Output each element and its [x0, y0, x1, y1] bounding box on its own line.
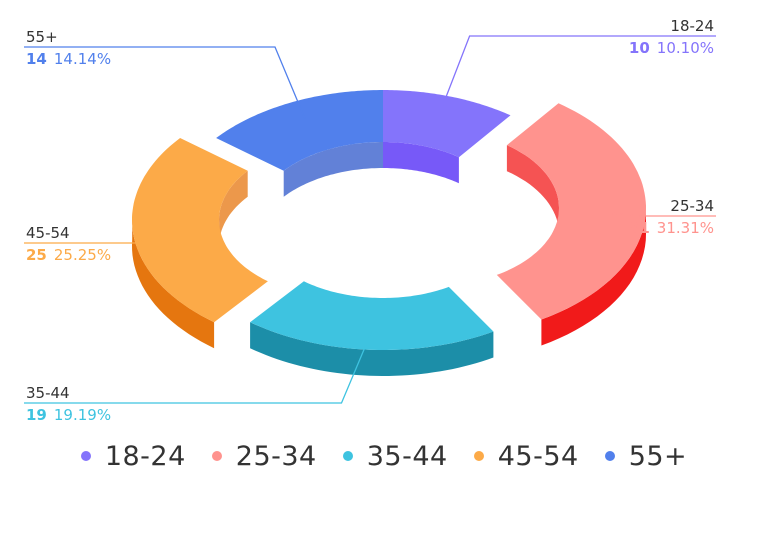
legend-marker	[80, 451, 91, 461]
slice-18-24[interactable]	[383, 90, 511, 158]
slice-label-name: 18-24	[670, 17, 714, 35]
slice-percent: 19.19%	[54, 406, 111, 424]
slice-percent: 14.14%	[54, 50, 111, 68]
slice-inner-wall-55+	[283, 142, 383, 197]
slice-value: 25	[26, 246, 47, 264]
legend-item-55+[interactable]: 55+	[604, 440, 688, 472]
slice-inner-wall-25-34	[506, 145, 559, 238]
slice-side-25-34	[541, 207, 646, 346]
legend-marker	[342, 451, 353, 461]
legend-item-18-24[interactable]: 18-24	[80, 440, 186, 472]
legend-label: 35-44	[366, 440, 448, 472]
slice-label-value: 31 31.31%	[629, 219, 714, 237]
legend-marker	[211, 451, 222, 461]
slice-label-name: 45-54	[26, 224, 70, 242]
slice-label-value: 10 10.10%	[629, 39, 714, 57]
slice-value: 14	[26, 50, 47, 68]
legend-item-35-44[interactable]: 35-44	[342, 440, 448, 472]
slice-percent: 31.31%	[657, 219, 714, 237]
slice-label-value: 19 19.19%	[26, 406, 111, 424]
slice-label-value: 25 25.25%	[26, 246, 111, 264]
legend-marker	[604, 451, 615, 461]
leader-line-35-44	[24, 331, 373, 404]
slice-45-54[interactable]	[132, 138, 268, 323]
slice-labels: 18-24 10 10.10% 25-34 31 31.31% 35-44 19 19.19% 4…	[24, 17, 716, 424]
slice-55+[interactable]	[216, 90, 383, 171]
slice-35-44[interactable]	[250, 281, 494, 350]
slice-value: 31	[629, 219, 650, 237]
slice-side-45-54	[132, 213, 215, 349]
slice-label-name: 35-44	[26, 384, 70, 402]
slice-tops	[132, 90, 646, 350]
slice-value: 10	[629, 39, 650, 57]
leader-line-18-24	[438, 35, 716, 114]
slice-label-name: 25-34	[670, 197, 714, 215]
slice-percent: 10.10%	[657, 39, 714, 57]
slice-percent: 25.25%	[54, 246, 111, 264]
chart-legend: 18-24 25-34 35-44 45-54 55+	[0, 434, 768, 478]
slice-inner-wall-45-54	[219, 170, 248, 249]
leader-line-55+	[24, 46, 306, 120]
legend-label: 25-34	[235, 440, 317, 472]
slice-sides	[132, 142, 646, 376]
legend-label: 18-24	[104, 440, 186, 472]
legend-label: 45-54	[497, 440, 579, 472]
leader-line-45-54	[24, 231, 167, 244]
slice-value: 19	[26, 406, 47, 424]
slice-label-name: 55+	[26, 28, 58, 46]
legend-item-45-54[interactable]: 45-54	[473, 440, 579, 472]
leader-line-25-34	[612, 212, 716, 217]
legend-item-25-34[interactable]: 25-34	[211, 440, 317, 472]
legend-label: 55+	[628, 440, 688, 472]
slice-25-34[interactable]	[496, 103, 646, 320]
slice-side-35-44	[250, 322, 494, 376]
legend-marker	[473, 451, 484, 461]
slice-inner-wall-18-24	[383, 142, 459, 184]
slice-label-value: 14 14.14%	[26, 50, 111, 68]
